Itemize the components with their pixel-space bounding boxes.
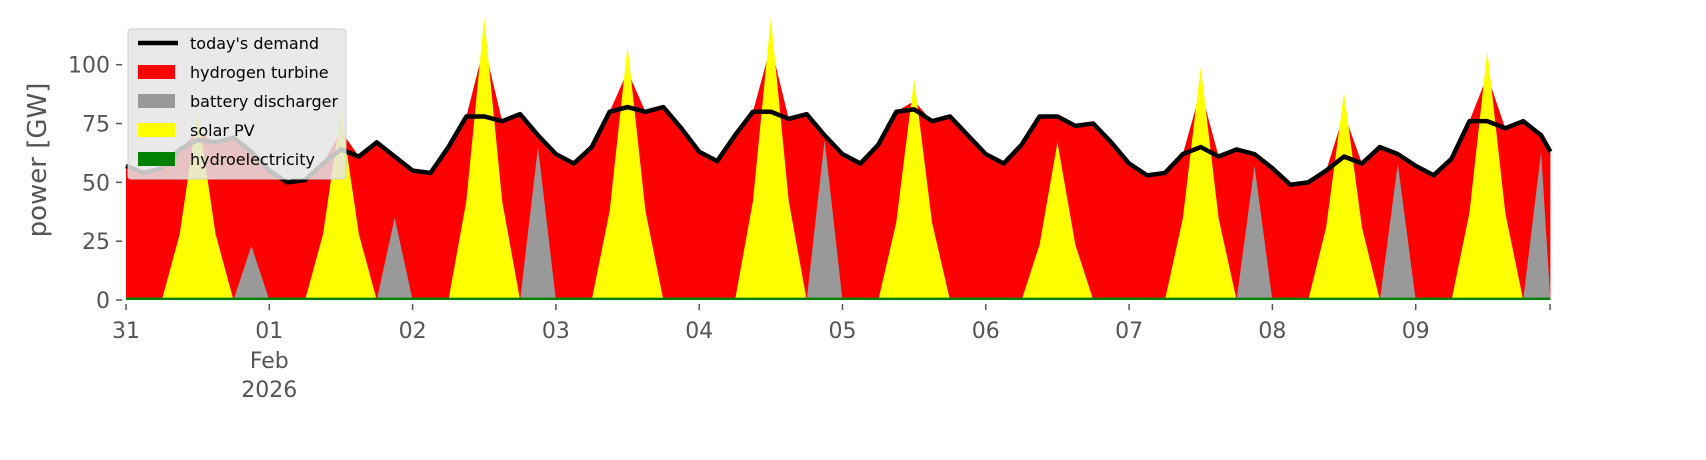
- legend-patch-swatch: [138, 65, 175, 79]
- y-tick-label: 75: [82, 113, 110, 138]
- battery-discharger-area: [126, 140, 1551, 300]
- hydroelectricity-area: [126, 297, 1551, 300]
- x-tick-label: 01: [255, 319, 283, 344]
- legend-label: solar PV: [190, 121, 255, 140]
- x-tick-label: 03: [542, 319, 570, 344]
- y-axis-label: power [GW]: [23, 83, 53, 238]
- x-tick-year: 2026: [241, 378, 297, 403]
- y-tick-label: 0: [96, 289, 110, 314]
- x-tick-label: 02: [399, 319, 427, 344]
- x-tick-label: 08: [1258, 319, 1286, 344]
- x-tick-label: 06: [972, 319, 1000, 344]
- legend-patch-swatch: [138, 123, 175, 137]
- axes: 0 25 50 75 100 31 01 Feb 2026 02 03 04 05 06 07 08 09: [68, 54, 1551, 403]
- y-tick-label: 25: [82, 230, 110, 255]
- solar-pv-area: [126, 17, 1551, 300]
- y-tick-label: 50: [82, 171, 110, 196]
- legend-box: [127, 28, 347, 180]
- legend-patch-swatch: [138, 152, 175, 166]
- x-tick-label: 05: [829, 319, 857, 344]
- legend-label: hydroelectricity: [190, 150, 315, 169]
- x-tick-month: Feb: [250, 349, 289, 374]
- x-tick-label: 09: [1402, 319, 1430, 344]
- x-tick-label: 07: [1115, 319, 1143, 344]
- demand-line: [125, 104, 1553, 187]
- x-tick-label: 31: [112, 319, 140, 344]
- legend: today's demand hydrogen turbine battery di…: [127, 28, 347, 180]
- plot-areas: [125, 17, 1553, 300]
- x-tick-label: 04: [685, 319, 713, 344]
- y-tick-label: 100: [68, 54, 110, 79]
- legend-label: battery discharger: [190, 92, 338, 111]
- legend-label: hydrogen turbine: [190, 63, 329, 82]
- legend-patch-swatch: [138, 94, 175, 108]
- legend-label: today's demand: [190, 34, 319, 53]
